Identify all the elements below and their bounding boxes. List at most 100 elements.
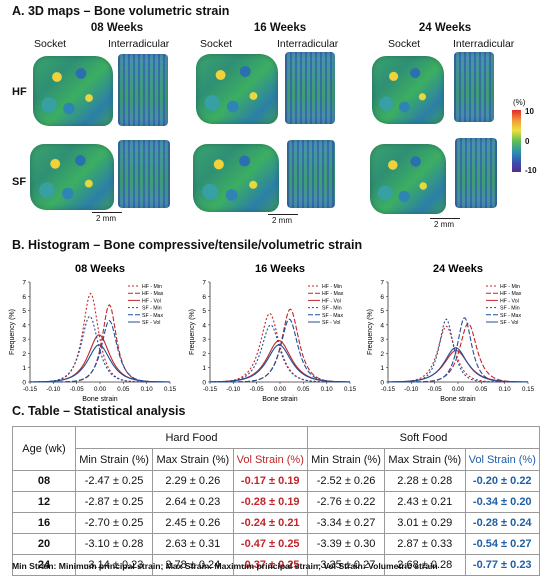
x-tick-label: 0.05 [117, 386, 130, 393]
y-tick-label: 2 [202, 351, 206, 358]
x-tick-label: 0.00 [94, 386, 107, 393]
strain-cell: -3.10 ± 0.28 [74, 533, 154, 555]
strain-cell: -2.87 ± 0.25 [74, 491, 154, 513]
table-row: 16 -2.70 ± 0.25 2.45 ± 0.26 -0.24 ± 0.21 -3.… [12, 512, 540, 534]
strain-cell: -0.54 ± 0.27 [464, 533, 540, 555]
legend-label: SF - Vol [322, 320, 340, 326]
x-tick-label: 0.05 [475, 386, 488, 393]
y-tick-label: 7 [380, 280, 384, 287]
x-tick-label: 0.10 [141, 386, 154, 393]
colorbar [512, 110, 521, 172]
y-tick-label: 7 [202, 280, 206, 287]
strain-cell: -0.17 ± 0.19 [232, 470, 308, 492]
bone-map-24-hf-interradicular [454, 52, 494, 122]
histogram-title: 16 Weeks [255, 263, 305, 275]
scale-bar-24 [430, 218, 460, 219]
panel-c-title: C. Table – Statistical analysis [12, 404, 186, 418]
interradicular-label-24: Interradicular [453, 38, 515, 50]
row-label-sf: SF [12, 176, 27, 188]
legend-label: SF - Vol [142, 320, 160, 326]
age-header: Age (wk) [12, 426, 76, 471]
colorbar-unit: (%) [513, 98, 526, 107]
bone-map-16-hf-socket [196, 54, 278, 124]
histogram-title: 24 Weeks [433, 263, 483, 275]
bone-map-16-hf-interradicular [285, 52, 335, 124]
x-tick-label: 0.00 [274, 386, 287, 393]
legend-label: HF - Vol [142, 298, 161, 304]
y-tick-label: 1 [380, 365, 384, 372]
x-tick-label: 0.15 [522, 386, 535, 393]
bone-map-08-sf-interradicular [118, 140, 170, 208]
x-axis-label: Bone strain [440, 396, 476, 403]
strain-cell: -3.39 ± 0.30 [306, 533, 386, 555]
bone-map-24-hf-socket [372, 56, 444, 124]
hf-min-header: Min Strain (%) [74, 448, 154, 471]
bone-map-16-sf-socket [193, 144, 279, 212]
x-tick-label: -0.15 [23, 386, 38, 393]
y-axis-label: Frequency (%) [9, 309, 16, 355]
y-axis-label: Frequency (%) [367, 309, 374, 355]
legend-label: HF - Vol [322, 298, 341, 304]
legend-label: SF - Min [322, 306, 342, 312]
y-tick-label: 0 [380, 380, 384, 387]
bone-map-08-hf-socket [33, 56, 113, 126]
age-cell: 16 [12, 512, 76, 534]
strain-cell: 2.64 ± 0.23 [152, 491, 234, 513]
hard-food-header: Hard Food [75, 426, 308, 449]
y-tick-label: 0 [22, 380, 26, 387]
series-line-sf-min [29, 315, 170, 383]
y-tick-label: 5 [22, 308, 26, 315]
x-tick-label: 0.10 [321, 386, 334, 393]
histogram-svg: 08 Weeks 0 1 2 3 4 5 6 7 -0.15 -0.10 -0.05 0.00 0.05 0… [9, 263, 535, 403]
strain-cell: 2.45 ± 0.26 [152, 512, 234, 534]
week-label-24: 24 Weeks [418, 22, 472, 34]
legend-label: SF - Min [500, 306, 520, 312]
colorbar-max: 10 [525, 107, 534, 116]
legend-label: HF - Max [500, 291, 522, 297]
scale-bar-16 [268, 214, 298, 215]
x-tick-label: 0.00 [452, 386, 465, 393]
y-tick-label: 3 [22, 337, 26, 344]
strain-cell: 2.29 ± 0.26 [152, 470, 234, 492]
y-tick-label: 6 [22, 294, 26, 301]
scale-bar-08 [92, 212, 122, 213]
strain-cell: 3.01 ± 0.29 [384, 512, 466, 534]
series-line-hf-vol [387, 350, 529, 383]
table-row: 12 -2.87 ± 0.25 2.64 ± 0.23 -0.28 ± 0.19 -2.… [12, 491, 540, 513]
series-line-hf-vol [209, 340, 351, 383]
legend-label: SF - Max [142, 313, 163, 319]
sf-max-header: Max Strain (%) [384, 448, 466, 471]
x-axis-label: Bone strain [82, 396, 118, 403]
y-tick-label: 6 [202, 294, 206, 301]
y-tick-label: 5 [380, 308, 384, 315]
legend-label: SF - Max [500, 313, 521, 319]
bone-map-24-sf-socket [370, 144, 446, 214]
y-tick-label: 4 [22, 322, 26, 329]
week-label-08: 08 Weeks [90, 22, 144, 34]
y-tick-label: 3 [380, 337, 384, 344]
x-tick-label: -0.05 [70, 386, 85, 393]
strain-cell: 2.43 ± 0.21 [384, 491, 466, 513]
interradicular-label-08: Interradicular [108, 38, 170, 50]
x-tick-label: 0.15 [344, 386, 357, 393]
strain-cell: -3.14 ± 0.23 [74, 554, 154, 576]
strain-cell: -3.35 ± 0.27 [306, 554, 386, 576]
series-line-sf-max [210, 318, 350, 383]
strain-cell: 2.68 ± 0.28 [384, 554, 466, 576]
sf-min-header: Min Strain (%) [306, 448, 386, 471]
strain-cell: 2.28 ± 0.28 [384, 470, 466, 492]
table-row: 24 -3.14 ± 0.23 2.78 ± 0.24 -0.37 ± 0.25 -3.… [12, 554, 540, 576]
legend-label: HF - Min [142, 284, 162, 290]
series-line-sf-max [30, 319, 170, 383]
strain-cell: 2.87 ± 0.33 [384, 533, 466, 555]
y-tick-label: 7 [22, 280, 26, 287]
scale-label-16: 2 mm [272, 216, 292, 225]
strain-cell: -2.70 ± 0.25 [74, 512, 154, 534]
y-tick-label: 0 [202, 380, 206, 387]
socket-label-08: Socket [34, 38, 67, 50]
x-axis-label: Bone strain [262, 396, 298, 403]
socket-label-16: Socket [200, 38, 233, 50]
y-tick-label: 2 [380, 351, 384, 358]
series-line-sf-min [209, 324, 350, 383]
x-tick-label: -0.15 [203, 386, 218, 393]
